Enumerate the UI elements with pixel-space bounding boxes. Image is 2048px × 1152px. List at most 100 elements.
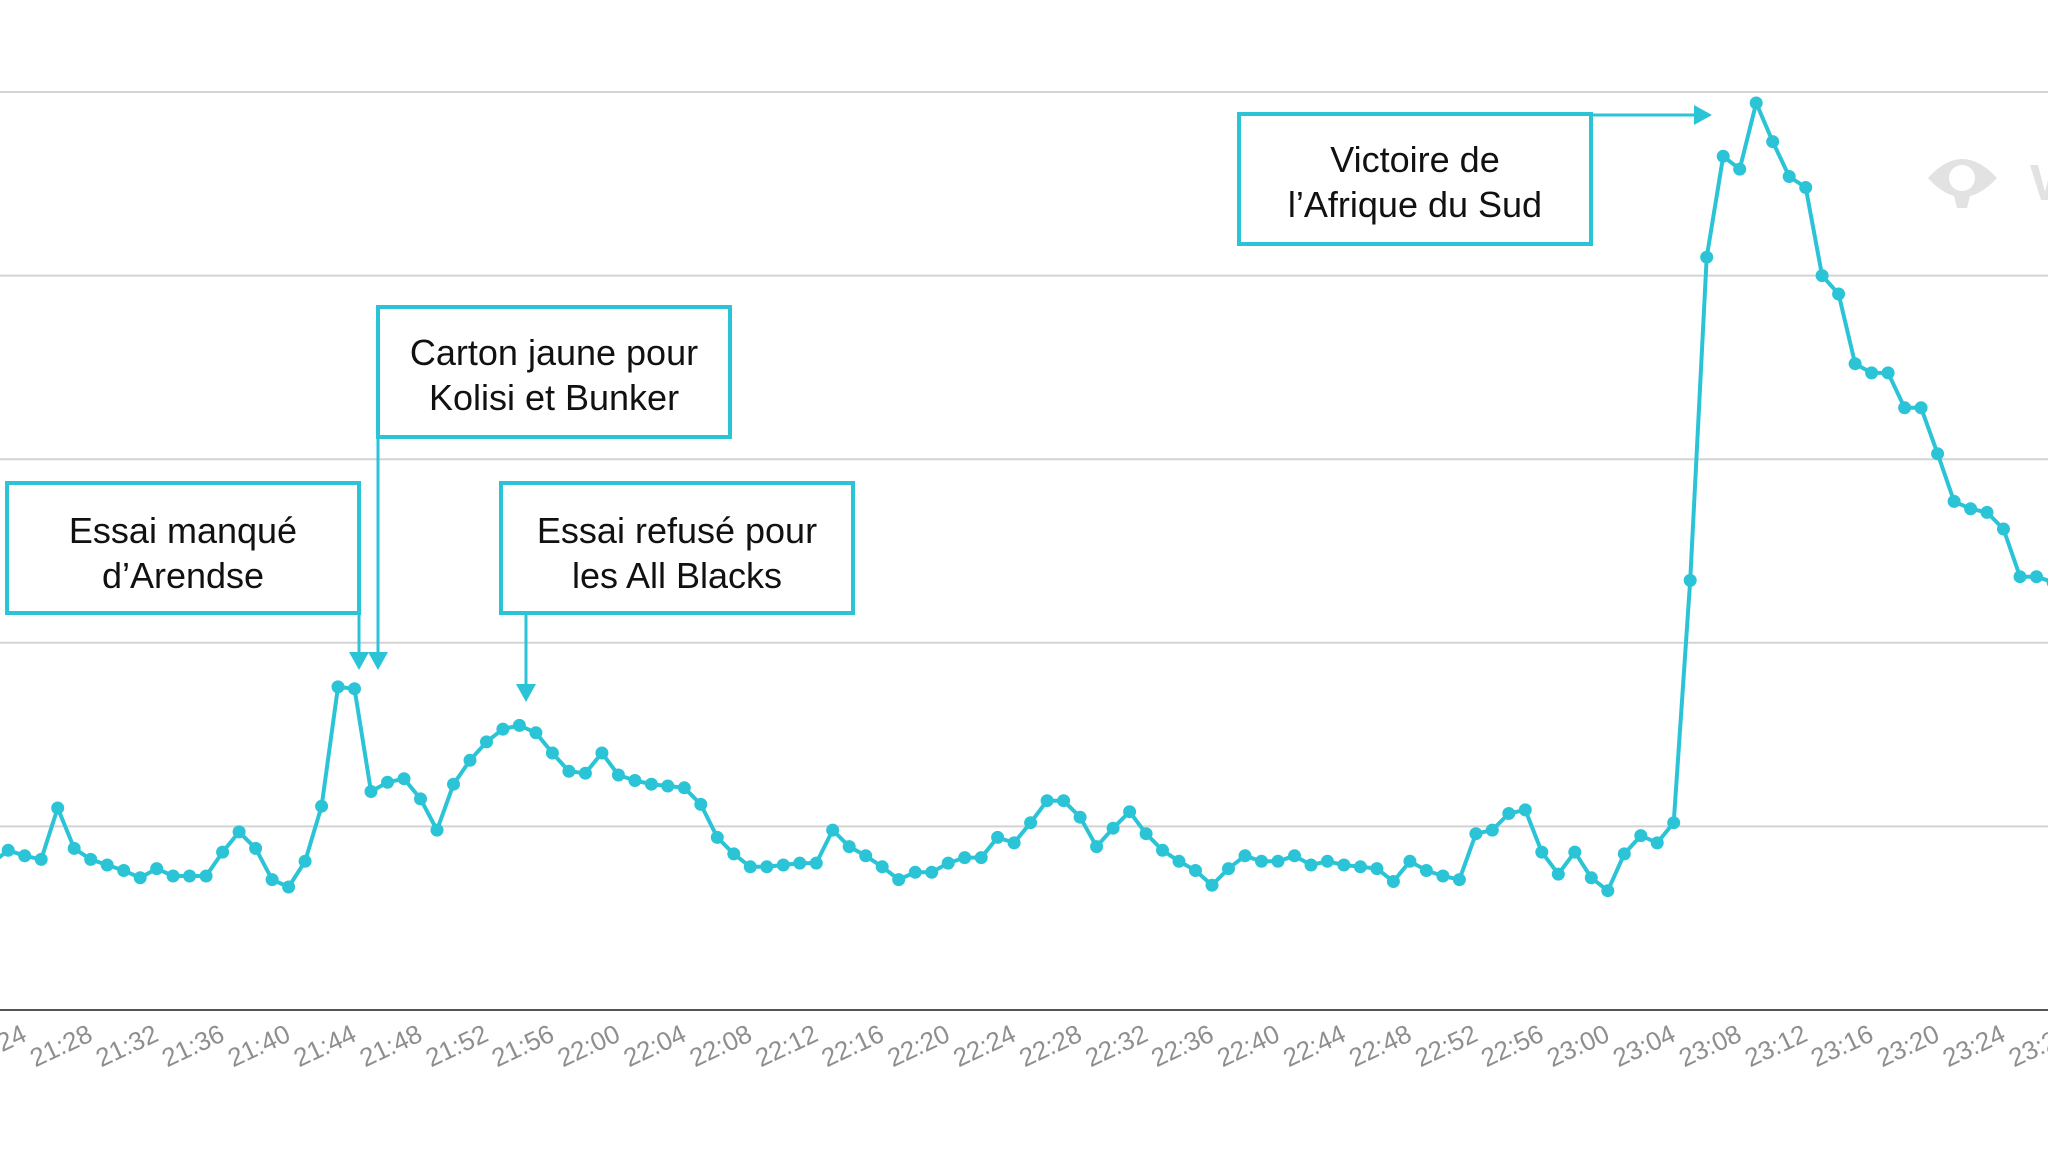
annotation-text-line-2: Kolisi et Bunker	[429, 377, 679, 418]
data-point	[1386, 875, 1400, 888]
x-tick-label: 21:48	[355, 1018, 427, 1073]
annotation-text-line-1: Essai refusé pour	[537, 510, 817, 551]
data-point	[1518, 803, 1532, 817]
data-point	[512, 718, 526, 732]
data-point	[331, 680, 345, 694]
data-point	[1139, 827, 1153, 841]
data-point	[1320, 854, 1334, 868]
data-point	[1634, 829, 1648, 843]
data-point	[100, 858, 114, 872]
annotation-essai-manque: Essai manqué d’Arendse	[5, 481, 369, 670]
arrow-head-icon	[1694, 105, 1712, 125]
data-point	[1601, 884, 1615, 898]
arrow-head-icon	[516, 684, 536, 702]
x-tick-label: 21:40	[223, 1018, 295, 1073]
data-point	[249, 841, 263, 855]
data-point	[1222, 862, 1235, 876]
data-point	[578, 766, 592, 780]
data-point	[199, 869, 213, 883]
data-point	[1502, 807, 1516, 820]
annotation-text-line-2: d’Arendse	[102, 555, 264, 596]
data-point	[1057, 794, 1071, 808]
data-point	[265, 873, 279, 887]
annotation-text-line-2: l’Afrique du Sud	[1288, 184, 1542, 225]
data-point	[117, 864, 131, 877]
data-point	[859, 849, 873, 863]
x-tick-label: 22:48	[1344, 1018, 1416, 1073]
data-point	[463, 753, 477, 767]
data-point	[1799, 181, 1813, 194]
data-point	[1024, 816, 1038, 830]
data-point	[1419, 864, 1433, 877]
data-point	[677, 781, 691, 795]
annotation-essai-refuse: Essai refusé pour les All Blacks	[499, 481, 855, 702]
data-point	[1980, 505, 1994, 519]
x-tick-label: 21:28	[25, 1018, 97, 1073]
data-point	[364, 785, 378, 798]
data-point	[133, 871, 147, 885]
annotation-victoire: Victoire de l’Afrique du Sud	[1237, 105, 1712, 246]
data-point	[1832, 287, 1846, 301]
data-point	[1568, 845, 1582, 859]
data-point	[150, 862, 164, 876]
x-tick-label: 23:16	[1806, 1018, 1878, 1073]
data-point	[348, 682, 361, 696]
x-tick-label: 23:04	[1608, 1018, 1680, 1073]
data-point	[282, 880, 296, 894]
data-point	[925, 865, 939, 879]
data-point	[562, 764, 576, 778]
x-tick-label: 22:32	[1080, 1018, 1152, 1073]
data-point	[1337, 858, 1351, 872]
data-point	[595, 746, 609, 760]
data-point	[611, 768, 625, 782]
data-point	[1238, 849, 1252, 863]
data-point	[809, 856, 823, 870]
data-point	[1782, 170, 1796, 183]
data-point	[1436, 869, 1450, 883]
data-point	[1403, 854, 1417, 868]
data-point	[397, 772, 411, 786]
data-point	[1156, 843, 1169, 857]
data-point	[1205, 878, 1219, 892]
data-point	[1485, 823, 1499, 837]
data-point	[1073, 810, 1087, 824]
data-point	[480, 735, 493, 749]
data-point	[1733, 162, 1747, 176]
x-tick-label: 22:00	[553, 1018, 625, 1073]
data-point	[974, 851, 988, 865]
data-point	[1716, 149, 1730, 163]
x-tick-label: 22:40	[1212, 1018, 1284, 1073]
data-point	[1452, 873, 1466, 887]
data-point	[414, 792, 427, 806]
data-point	[1370, 862, 1384, 876]
data-point	[18, 849, 32, 863]
annotation-text-line-1: Victoire de	[1330, 139, 1499, 180]
data-point	[1007, 836, 1021, 850]
data-point	[67, 841, 81, 855]
data-point	[1914, 401, 1928, 415]
data-point	[298, 854, 312, 868]
data-point	[1189, 864, 1202, 877]
data-point	[315, 799, 329, 813]
data-point	[743, 860, 757, 874]
data-point	[958, 851, 972, 865]
data-point	[1090, 840, 1104, 854]
gridlines	[0, 91, 2048, 828]
data-point	[529, 726, 543, 740]
data-point	[875, 860, 889, 874]
data-point	[2030, 570, 2043, 584]
data-point	[1617, 847, 1631, 861]
x-tick-label: 22:04	[619, 1018, 691, 1073]
data-point	[710, 830, 724, 844]
data-point	[545, 746, 559, 760]
data-point	[2013, 570, 2027, 584]
data-point	[34, 852, 48, 866]
series-points	[1, 96, 2048, 898]
x-tick-label: 22:44	[1278, 1018, 1350, 1073]
data-point	[1947, 494, 1961, 508]
data-point	[1255, 854, 1268, 868]
data-point	[51, 801, 65, 815]
x-tick-label: 21:36	[157, 1018, 229, 1073]
data-point	[727, 847, 741, 861]
x-tick-label: 22:52	[1410, 1018, 1482, 1073]
